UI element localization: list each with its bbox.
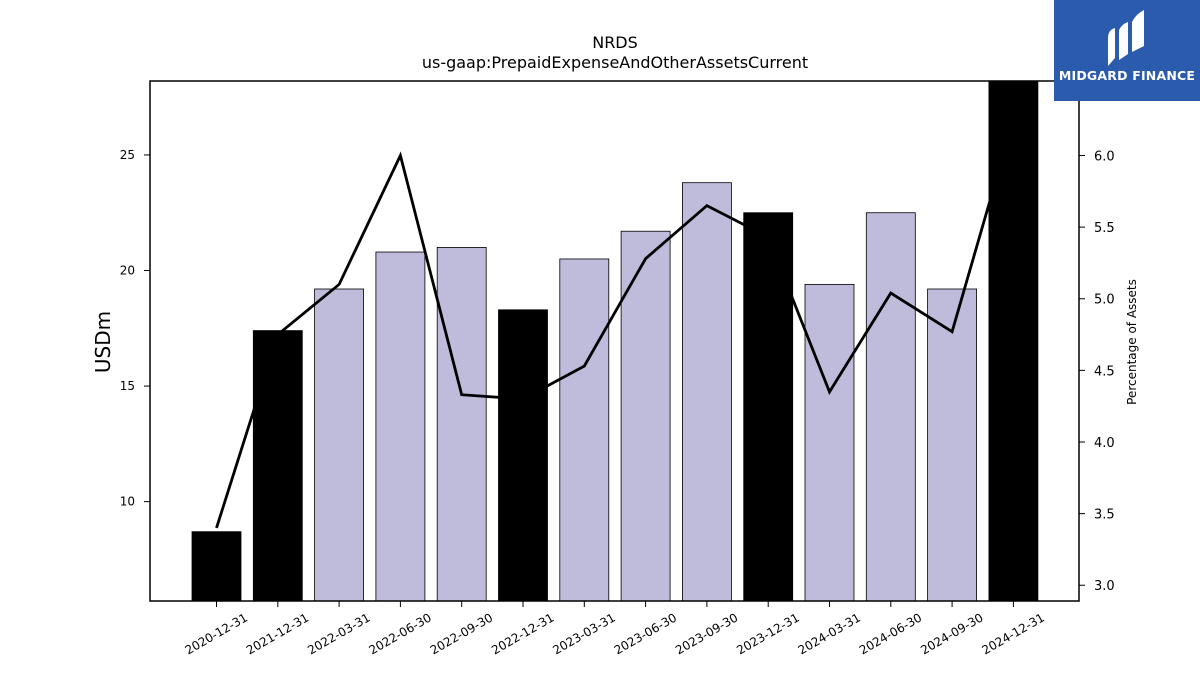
bars-layer xyxy=(191,80,1039,602)
bar-2022-09-30 xyxy=(436,246,487,602)
bar-2023-06-30 xyxy=(620,230,671,602)
x-tick-label: 2020-12-31 xyxy=(183,610,250,657)
bar-2022-06-30 xyxy=(375,251,426,602)
y2-tick-label: 5.5 xyxy=(1094,221,1115,236)
y2-tick-label: 5.0 xyxy=(1094,293,1115,308)
x-tick-label: 2023-09-30 xyxy=(673,610,740,657)
y-tick-label: 15 xyxy=(120,379,135,393)
x-tick-label: 2024-03-31 xyxy=(796,610,863,657)
right-axis: 3.0 3.5 4.0 4.5 5.0 5.5 6.0 xyxy=(1079,149,1115,594)
line-percentage-of-assets xyxy=(215,119,1015,529)
bar-2022-12-31 xyxy=(498,309,548,602)
y2-tick-label: 3.5 xyxy=(1094,508,1115,523)
x-tick-label: 2022-12-31 xyxy=(489,610,556,657)
x-tick-label: 2022-03-31 xyxy=(305,610,372,657)
midgard-finance-logo: MIDGARD FINANCE xyxy=(1054,0,1200,101)
left-axis: 10 15 20 25 xyxy=(120,148,150,509)
y-tick-label: 10 xyxy=(120,495,135,509)
y2-tick-label: 4.5 xyxy=(1094,364,1115,379)
y-tick-label: 20 xyxy=(120,264,135,278)
chart-subtitle: us-gaap:PrepaidExpenseAndOtherAssetsCurr… xyxy=(422,53,808,72)
chart-title: NRDS xyxy=(592,33,638,52)
logo-text: MIDGARD FINANCE xyxy=(1058,68,1196,83)
y-axis-label: USDm xyxy=(91,311,115,373)
x-tick-label: 2024-09-30 xyxy=(918,610,985,657)
y-tick-label: 25 xyxy=(120,148,135,162)
line-layer xyxy=(215,119,1015,529)
bar-2020-12-31 xyxy=(191,531,242,602)
x-tick-label: 2023-12-31 xyxy=(734,610,801,657)
x-tick-label: 2024-06-30 xyxy=(857,610,924,657)
x-tick-label: 2024-12-31 xyxy=(979,610,1046,657)
x-tick-label: 2022-06-30 xyxy=(366,610,433,657)
midgard-logo-icon xyxy=(1108,10,1144,66)
bar-2024-09-30 xyxy=(927,288,977,602)
bar-2024-06-30 xyxy=(865,212,916,602)
y2-axis-label: Percentage of Assets xyxy=(1125,279,1139,405)
y2-tick-label: 4.0 xyxy=(1094,436,1115,451)
bar-2024-12-31 xyxy=(988,80,1039,602)
bar-2023-03-31 xyxy=(559,258,610,602)
bar-2021-12-31 xyxy=(252,330,303,602)
x-tick-label: 2023-03-31 xyxy=(550,610,617,657)
x-tick-label: 2021-12-31 xyxy=(244,610,311,657)
bar-2023-12-31 xyxy=(743,212,794,602)
bar-2023-09-30 xyxy=(682,182,732,602)
y2-tick-label: 6.0 xyxy=(1094,149,1115,164)
x-axis: 2020-12-312021-12-312022-03-312022-06-30… xyxy=(183,601,1047,657)
x-tick-label: 2023-06-30 xyxy=(612,610,679,657)
y2-tick-label: 3.0 xyxy=(1094,579,1115,594)
bar-2022-03-31 xyxy=(314,288,365,602)
x-tick-label: 2022-09-30 xyxy=(428,610,495,657)
bar-2024-03-31 xyxy=(804,283,855,602)
plot-frame xyxy=(149,80,1080,602)
